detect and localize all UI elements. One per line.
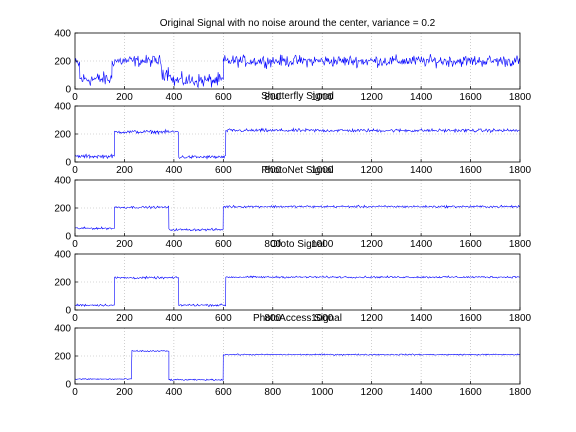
x-tick-label: 1800: [509, 165, 532, 176]
signal-line: [75, 275, 520, 308]
subplot-title: Shutterfly Signal: [261, 91, 334, 102]
x-tick-label: 400: [166, 239, 183, 250]
x-tick-label: 1200: [361, 239, 384, 250]
subplot-1: 0 200 400 600 800 1000 1200 1400 1600 1800 0 200 400…: [54, 18, 531, 103]
y-tick-label: 0: [65, 158, 71, 169]
x-tick-label: 600: [215, 313, 232, 324]
y-tick-label: 0: [65, 232, 71, 243]
x-tick-label: 400: [166, 313, 183, 324]
x-tick-label: 200: [116, 239, 133, 250]
x-tick-label: 400: [166, 165, 183, 176]
signal-line: [74, 204, 521, 232]
x-tick-label: 800: [264, 239, 281, 250]
x-tick-label: 600: [215, 92, 232, 103]
x-tick-label: 0: [72, 165, 78, 176]
x-tick-label: 200: [116, 92, 133, 103]
subplot-3: 0 200 400 600 800 1000 1200 1400 1600 1800 0 200 400…: [54, 165, 531, 250]
x-tick-label: 0: [72, 313, 78, 324]
x-tick-label: 1000: [311, 165, 334, 176]
y-tick-label: 200: [54, 130, 71, 141]
y-tick-label: 200: [54, 278, 71, 289]
x-tick-label: 800: [264, 387, 281, 398]
y-tick-label: 0: [65, 380, 71, 391]
x-tick-label: 1400: [410, 387, 433, 398]
x-tick-label: 200: [116, 387, 133, 398]
y-tick-label: 400: [54, 324, 71, 335]
y-tick-label: 400: [54, 29, 71, 40]
x-tick-label: 1400: [410, 92, 433, 103]
x-tick-label: 1800: [509, 387, 532, 398]
x-tick-label: 1400: [410, 165, 433, 176]
signal-line: [74, 127, 520, 160]
subplot-title: Original Signal with no noise around the…: [160, 18, 436, 29]
x-tick-label: 1800: [509, 239, 532, 250]
subplot-5: 0 200 400 600 800 1000 1200 1400 1600 1800 0 200 400…: [54, 313, 531, 398]
x-tick-label: 1200: [361, 387, 384, 398]
x-tick-label: 400: [166, 387, 183, 398]
x-tick-label: 1400: [410, 239, 433, 250]
subplot-2: 0 200 400 600 800 1000 1200 1400 1600 1800 0 200 400…: [54, 91, 531, 176]
subplot-4: 0 200 400 600 800 1000 1200 1400 1600 1800 0 200 400…: [54, 239, 531, 324]
x-tick-label: 1000: [311, 92, 334, 103]
x-tick-label: 1200: [361, 165, 384, 176]
x-tick-label: 400: [166, 92, 183, 103]
x-tick-label: 200: [116, 313, 133, 324]
subplot-title: PhotoNet Signal: [261, 165, 333, 176]
y-tick-label: 200: [54, 57, 71, 68]
signal-line: [74, 349, 521, 381]
y-tick-label: 0: [65, 306, 71, 317]
y-tick-label: 400: [54, 102, 71, 113]
y-tick-label: 200: [54, 352, 71, 363]
x-tick-label: 1600: [459, 313, 482, 324]
y-tick-label: 200: [54, 204, 71, 215]
x-tick-label: 1600: [459, 239, 482, 250]
x-tick-label: 1600: [459, 387, 482, 398]
x-tick-label: 0: [72, 92, 78, 103]
x-tick-label: 800: [264, 92, 281, 103]
y-tick-label: 0: [65, 85, 71, 96]
x-tick-label: 1000: [311, 239, 334, 250]
x-tick-label: 1600: [459, 92, 482, 103]
x-tick-label: 1600: [459, 165, 482, 176]
x-tick-label: 600: [215, 239, 232, 250]
subplot-title: Ofoto Signal: [270, 239, 325, 250]
x-tick-label: 800: [264, 313, 281, 324]
y-tick-label: 400: [54, 250, 71, 261]
signal-line: [74, 54, 521, 89]
y-tick-label: 400: [54, 176, 71, 187]
x-tick-label: 800: [264, 165, 281, 176]
x-tick-label: 1000: [311, 387, 334, 398]
subplot-title: PhotoAccess Signal: [253, 313, 342, 324]
x-tick-label: 1200: [361, 92, 384, 103]
x-tick-label: 1800: [509, 313, 532, 324]
x-tick-label: 600: [215, 165, 232, 176]
x-tick-label: 1400: [410, 313, 433, 324]
x-tick-label: 200: [116, 165, 133, 176]
x-tick-label: 0: [72, 387, 78, 398]
x-tick-label: 1800: [509, 92, 532, 103]
x-tick-label: 600: [215, 387, 232, 398]
x-tick-label: 1000: [311, 313, 334, 324]
x-tick-label: 1200: [361, 313, 384, 324]
x-tick-label: 0: [72, 239, 78, 250]
